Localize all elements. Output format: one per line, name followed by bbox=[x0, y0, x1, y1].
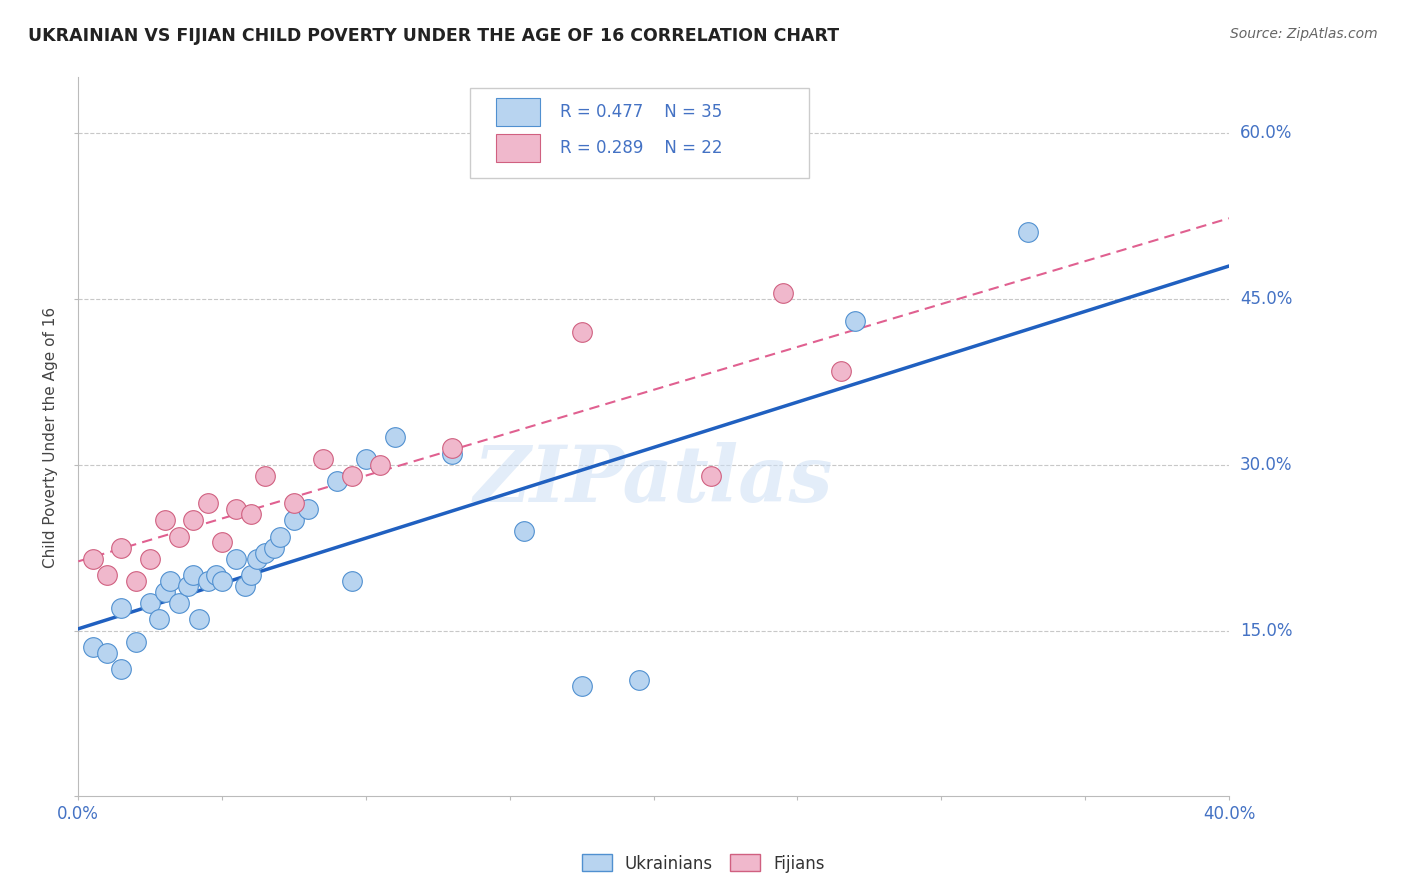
Point bbox=[628, 673, 651, 688]
Point bbox=[571, 325, 593, 339]
Point bbox=[254, 468, 277, 483]
Point bbox=[700, 468, 723, 483]
Point bbox=[183, 568, 205, 582]
Point bbox=[269, 529, 291, 543]
Point bbox=[96, 568, 118, 582]
Text: 45.0%: 45.0% bbox=[1240, 290, 1292, 308]
Text: 30.0%: 30.0% bbox=[1240, 456, 1292, 474]
Point bbox=[513, 524, 536, 538]
Point bbox=[340, 468, 363, 483]
Point bbox=[153, 513, 176, 527]
Point bbox=[312, 452, 335, 467]
Point bbox=[225, 501, 247, 516]
Point bbox=[246, 551, 269, 566]
Point bbox=[283, 513, 305, 527]
Point bbox=[254, 546, 277, 560]
Point bbox=[159, 574, 181, 588]
FancyBboxPatch shape bbox=[496, 98, 540, 126]
Text: ZIPatlas: ZIPatlas bbox=[474, 442, 834, 518]
Point bbox=[211, 574, 233, 588]
Point bbox=[233, 579, 256, 593]
Point bbox=[326, 474, 349, 488]
Point bbox=[96, 646, 118, 660]
Legend: Ukrainians, Fijians: Ukrainians, Fijians bbox=[575, 847, 831, 880]
Point bbox=[239, 508, 262, 522]
Point bbox=[188, 612, 211, 626]
Point bbox=[205, 568, 228, 582]
Point bbox=[125, 574, 148, 588]
Point bbox=[197, 574, 219, 588]
Point bbox=[110, 541, 132, 555]
Point bbox=[110, 601, 132, 615]
Point bbox=[176, 579, 198, 593]
Point bbox=[283, 496, 305, 510]
Point bbox=[167, 596, 190, 610]
Point bbox=[110, 662, 132, 676]
Point bbox=[441, 446, 464, 460]
Point bbox=[830, 363, 852, 377]
Point bbox=[297, 501, 319, 516]
Point bbox=[225, 551, 247, 566]
Point bbox=[368, 458, 391, 472]
Text: 60.0%: 60.0% bbox=[1240, 124, 1292, 142]
Point bbox=[441, 441, 464, 455]
Point bbox=[772, 286, 794, 301]
Point bbox=[167, 529, 190, 543]
Point bbox=[239, 568, 262, 582]
Text: R = 0.477    N = 35: R = 0.477 N = 35 bbox=[561, 103, 723, 121]
FancyBboxPatch shape bbox=[470, 88, 808, 178]
Point bbox=[82, 640, 104, 654]
Point bbox=[82, 551, 104, 566]
FancyBboxPatch shape bbox=[496, 134, 540, 161]
Point bbox=[148, 612, 170, 626]
Point bbox=[183, 513, 205, 527]
Point bbox=[1017, 225, 1039, 239]
Point bbox=[153, 584, 176, 599]
Text: R = 0.289    N = 22: R = 0.289 N = 22 bbox=[561, 139, 723, 157]
Point bbox=[340, 574, 363, 588]
Text: UKRAINIAN VS FIJIAN CHILD POVERTY UNDER THE AGE OF 16 CORRELATION CHART: UKRAINIAN VS FIJIAN CHILD POVERTY UNDER … bbox=[28, 27, 839, 45]
Point bbox=[197, 496, 219, 510]
Point bbox=[571, 679, 593, 693]
Point bbox=[139, 596, 162, 610]
Y-axis label: Child Poverty Under the Age of 16: Child Poverty Under the Age of 16 bbox=[44, 306, 58, 567]
Point bbox=[211, 535, 233, 549]
Point bbox=[354, 452, 377, 467]
Point bbox=[139, 551, 162, 566]
Point bbox=[263, 541, 285, 555]
Text: 15.0%: 15.0% bbox=[1240, 622, 1292, 640]
Point bbox=[844, 314, 866, 328]
Point bbox=[384, 430, 406, 444]
Point bbox=[125, 634, 148, 648]
Text: Source: ZipAtlas.com: Source: ZipAtlas.com bbox=[1230, 27, 1378, 41]
